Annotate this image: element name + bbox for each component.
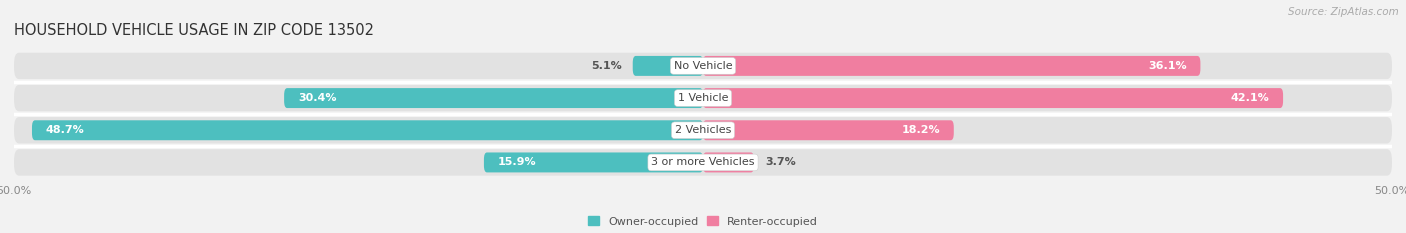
FancyBboxPatch shape [703, 152, 754, 172]
Text: 36.1%: 36.1% [1149, 61, 1187, 71]
FancyBboxPatch shape [703, 120, 953, 140]
Text: 48.7%: 48.7% [46, 125, 84, 135]
Text: 2 Vehicles: 2 Vehicles [675, 125, 731, 135]
FancyBboxPatch shape [703, 88, 1284, 108]
Text: 5.1%: 5.1% [591, 61, 621, 71]
Text: 3.7%: 3.7% [765, 158, 796, 168]
Text: 30.4%: 30.4% [298, 93, 336, 103]
FancyBboxPatch shape [14, 117, 1392, 144]
FancyBboxPatch shape [14, 149, 1392, 176]
Text: 1 Vehicle: 1 Vehicle [678, 93, 728, 103]
Text: 42.1%: 42.1% [1230, 93, 1270, 103]
Text: 18.2%: 18.2% [901, 125, 941, 135]
FancyBboxPatch shape [633, 56, 703, 76]
FancyBboxPatch shape [14, 85, 1392, 111]
Legend: Owner-occupied, Renter-occupied: Owner-occupied, Renter-occupied [583, 212, 823, 231]
Text: No Vehicle: No Vehicle [673, 61, 733, 71]
Text: 3 or more Vehicles: 3 or more Vehicles [651, 158, 755, 168]
FancyBboxPatch shape [703, 56, 1201, 76]
FancyBboxPatch shape [484, 152, 703, 172]
Text: Source: ZipAtlas.com: Source: ZipAtlas.com [1288, 7, 1399, 17]
FancyBboxPatch shape [32, 120, 703, 140]
Text: 15.9%: 15.9% [498, 158, 536, 168]
FancyBboxPatch shape [284, 88, 703, 108]
Text: HOUSEHOLD VEHICLE USAGE IN ZIP CODE 13502: HOUSEHOLD VEHICLE USAGE IN ZIP CODE 1350… [14, 24, 374, 38]
FancyBboxPatch shape [14, 53, 1392, 79]
